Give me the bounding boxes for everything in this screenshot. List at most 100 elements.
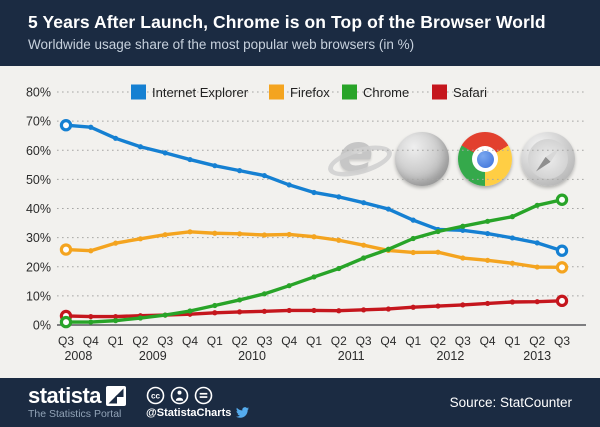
series-point-firefox xyxy=(410,249,416,256)
y-axis-tick-label: 40% xyxy=(26,202,51,216)
series-endpoint-internet-explorer xyxy=(59,119,73,132)
series-endpoint-firefox xyxy=(555,261,569,274)
series-point-safari xyxy=(286,307,292,314)
license-social-block: cc @StatistaCharts xyxy=(146,386,250,419)
legend-label: Internet Explorer xyxy=(152,85,249,100)
safari-logo-icon xyxy=(520,131,576,187)
series-point-chrome xyxy=(435,228,441,235)
source-label: Source: StatCounter xyxy=(449,395,572,410)
series-point-safari xyxy=(311,307,317,314)
internet-explorer-logo-icon: e xyxy=(324,124,396,187)
series-point-safari xyxy=(212,310,218,316)
series-point-firefox xyxy=(485,257,491,263)
x-axis-quarter-label: Q1 xyxy=(405,334,421,348)
no-derivatives-icon xyxy=(194,386,213,405)
series-point-firefox xyxy=(212,230,218,236)
x-axis-quarter-label: Q4 xyxy=(480,334,496,348)
series-point-chrome xyxy=(113,318,119,324)
x-axis-quarter-label: Q2 xyxy=(331,334,347,348)
series-point-firefox xyxy=(286,231,292,238)
series-point-safari xyxy=(261,308,267,314)
creative-commons-icons: cc xyxy=(146,386,213,405)
series-endpoint-chrome xyxy=(555,193,569,206)
series-point-internet-explorer xyxy=(286,182,292,188)
y-axis-tick-label: 50% xyxy=(26,173,51,187)
statista-wordmark: statista xyxy=(28,382,102,408)
twitter-handle: @StatistaCharts xyxy=(146,406,232,419)
statista-brand-block: statista The Statistics Portal xyxy=(28,382,127,420)
x-axis-year-label: 2011 xyxy=(338,349,365,363)
series-point-firefox xyxy=(336,237,342,243)
x-axis-quarter-label: Q1 xyxy=(306,334,322,348)
chrome-blue-center xyxy=(476,150,494,168)
series-point-internet-explorer xyxy=(311,189,317,196)
cc-icon: cc xyxy=(146,386,165,405)
series-point-internet-explorer xyxy=(88,124,94,130)
series-point-firefox xyxy=(237,231,243,237)
series-point-internet-explorer xyxy=(460,227,466,233)
series-point-firefox xyxy=(113,240,119,246)
series-point-internet-explorer xyxy=(137,144,143,150)
x-axis-year-label: 2009 xyxy=(139,349,167,363)
x-axis-quarter-label: Q3 xyxy=(455,334,471,348)
series-point-chrome xyxy=(460,223,466,229)
series-point-firefox xyxy=(261,232,267,238)
footer-bar: statista The Statistics Portal cc xyxy=(0,378,600,427)
series-point-safari xyxy=(460,302,466,308)
chart-area: e 0% 10% 20% 30% 40% 50% 60% 70% 80% Q3 Q4 Q1 Q2 Q3 Q4… xyxy=(0,66,600,378)
page-subtitle: Worldwide usage share of the most popula… xyxy=(28,37,415,52)
x-axis-quarter-label: Q1 xyxy=(504,334,520,348)
series-point-firefox xyxy=(435,249,441,255)
x-axis-quarter-label: Q1 xyxy=(207,334,223,348)
x-axis-quarter-label: Q4 xyxy=(182,334,198,348)
series-point-safari xyxy=(410,304,416,310)
series-point-chrome xyxy=(385,246,391,252)
series-point-safari xyxy=(361,307,367,313)
series-point-internet-explorer xyxy=(509,235,515,241)
series-point-chrome xyxy=(311,274,317,280)
browser-logo-row: e xyxy=(324,124,576,187)
series-point-safari xyxy=(485,300,491,307)
series-point-firefox xyxy=(460,255,466,261)
series-point-chrome xyxy=(336,265,342,272)
series-endpoint-firefox xyxy=(59,243,73,256)
line-chart: 0% 10% 20% 30% 40% 50% 60% 70% 80% Q3 Q4 Q1 Q2 Q3 Q4 Q1… xyxy=(26,84,586,363)
series-point-safari xyxy=(113,313,119,320)
ie-letter: e xyxy=(338,124,374,184)
series-point-internet-explorer xyxy=(361,200,367,206)
x-axis-quarter-label: Q4 xyxy=(380,334,396,348)
x-axis-year-label: 2010 xyxy=(238,349,266,363)
firefox-globe xyxy=(395,132,449,186)
series-point-internet-explorer xyxy=(162,150,168,156)
x-axis-quarter-label: Q2 xyxy=(430,334,446,348)
series-point-chrome xyxy=(137,315,143,321)
attribution-icon xyxy=(170,386,189,405)
series-point-safari xyxy=(385,306,391,312)
x-axis-quarter-label: Q3 xyxy=(58,334,74,348)
y-axis-tick-label: 80% xyxy=(26,86,51,100)
legend-swatch-internet-explorer xyxy=(131,84,146,100)
x-axis-year-label: 2008 xyxy=(64,349,92,363)
y-axis-tick-label: 60% xyxy=(26,144,51,158)
legend-swatch-firefox xyxy=(269,84,284,100)
series-point-safari xyxy=(88,313,94,320)
series-endpoint-safari xyxy=(555,294,569,308)
series-point-chrome xyxy=(485,218,491,224)
series-point-chrome xyxy=(212,302,218,309)
x-axis-quarter-label: Q3 xyxy=(554,334,570,348)
series-point-internet-explorer xyxy=(485,230,491,237)
series-point-firefox xyxy=(137,236,143,242)
series-point-safari xyxy=(237,309,243,315)
x-axis-quarter-label: Q3 xyxy=(157,334,173,348)
series-point-firefox xyxy=(509,260,515,266)
series-point-chrome xyxy=(534,202,540,208)
statista-logo-icon xyxy=(106,385,127,406)
x-axis-quarter-label: Q4 xyxy=(281,334,297,348)
y-axis-tick-label: 0% xyxy=(33,319,51,333)
legend-label: Firefox xyxy=(290,85,330,100)
series-endpoint-internet-explorer xyxy=(555,244,569,257)
svg-text:cc: cc xyxy=(151,391,161,400)
y-axis-tick-label: 70% xyxy=(26,115,51,129)
series-point-chrome xyxy=(88,319,94,325)
x-axis-year-label: 2012 xyxy=(436,349,464,363)
